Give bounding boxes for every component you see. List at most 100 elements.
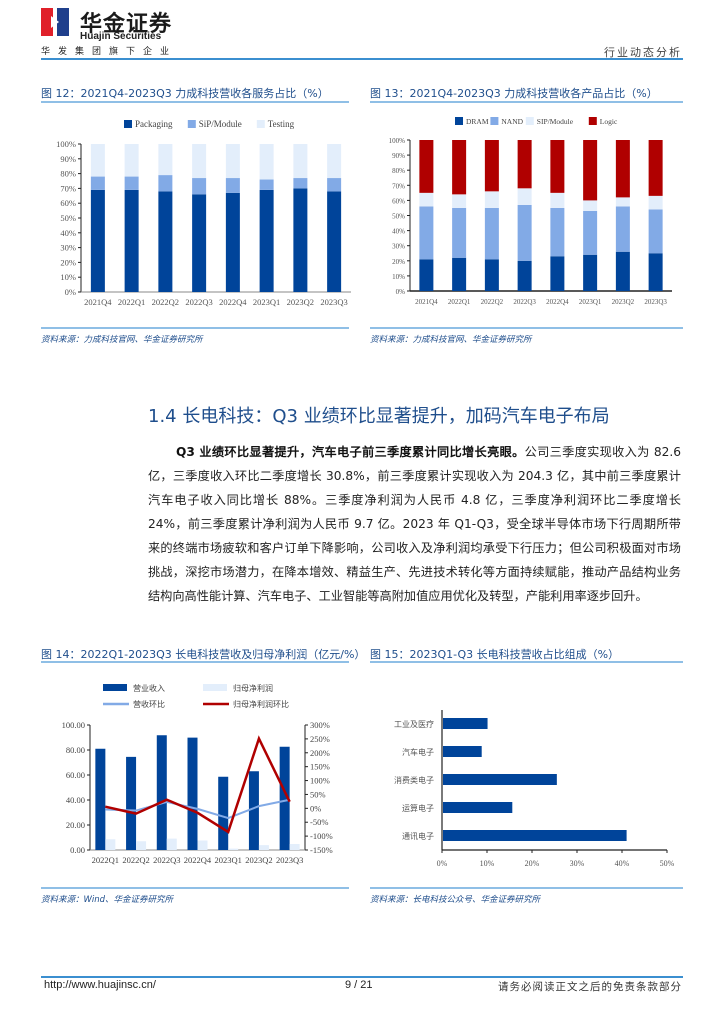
bar-segment xyxy=(259,144,274,180)
y-tick-label: 90% xyxy=(60,154,76,164)
y-right-tick-label: 50% xyxy=(310,789,326,799)
revenue-bar xyxy=(156,735,167,850)
x-tick-label: 20% xyxy=(525,859,540,868)
x-tick-label: 0% xyxy=(437,859,448,868)
page-number: 9 / 21 xyxy=(345,979,373,991)
revenue-bar xyxy=(218,776,229,850)
x-tick-label: 2022Q3 xyxy=(513,298,536,306)
growth-line xyxy=(105,735,291,834)
legend-swatch xyxy=(203,684,227,691)
net-profit-bar xyxy=(166,838,177,850)
y-tick-label: 20% xyxy=(392,258,405,266)
y-tick-label: 100% xyxy=(389,137,406,145)
segment-bar xyxy=(443,746,482,757)
bar-segment xyxy=(583,210,598,255)
y-right-tick-label: -150% xyxy=(310,845,333,855)
net-profit-bar xyxy=(197,840,208,850)
bar-segment xyxy=(90,144,105,177)
net-profit-bar xyxy=(228,848,239,850)
x-tick-label: 2022Q3 xyxy=(185,297,212,307)
x-tick-label: 30% xyxy=(570,859,585,868)
fig12-title: 图 12：2021Q4-2023Q3 力成科技营收各服务占比（%） xyxy=(41,87,329,100)
fig14-title-underline xyxy=(41,661,349,663)
paragraph-lead: Q3 业绩环比显著提升，汽车电子前三季度累计同比增长亮眼。 xyxy=(176,445,525,459)
bar-segment xyxy=(648,209,663,254)
y-left-tick-label: 80.00 xyxy=(66,745,85,755)
logo-subtitle: 华发集团旗下企业 xyxy=(41,47,178,57)
x-tick-label: 2021Q4 xyxy=(84,297,112,307)
x-tick-label: 2023Q1 xyxy=(253,297,280,307)
bar-segment xyxy=(452,194,467,208)
y-right-tick-label: 100% xyxy=(310,776,330,786)
bar-segment xyxy=(192,178,207,195)
bar-segment xyxy=(327,191,342,292)
x-tick-label: 2023Q3 xyxy=(320,297,347,307)
legend-label: DRAM xyxy=(466,117,489,126)
x-tick-label: 2023Q3 xyxy=(644,298,667,306)
bar-segment xyxy=(517,188,532,205)
bar-segment xyxy=(517,260,532,291)
fig12-title-underline xyxy=(41,101,349,103)
bar-segment xyxy=(484,259,499,291)
legend-swatch xyxy=(455,117,463,125)
legend-label: 营业收入 xyxy=(133,683,165,693)
segment-bar xyxy=(443,830,627,841)
x-tick-label: 2022Q1 xyxy=(92,855,119,865)
x-tick-label: 2023Q1 xyxy=(579,298,602,306)
revenue-bar xyxy=(126,756,137,850)
fig15-source: 资料来源：长电科技公众号、华金证券研究所 xyxy=(370,895,541,905)
y-left-tick-label: 0.00 xyxy=(70,845,85,855)
bar-segment xyxy=(293,144,308,179)
legend-swatch xyxy=(187,120,196,128)
legend-label: 归母净利润环比 xyxy=(233,699,289,709)
section-paragraph: Q3 业绩环比显著提升，汽车电子前三季度累计同比增长亮眼。公司三季度实现收入为 … xyxy=(148,440,681,608)
bar-segment xyxy=(583,254,598,291)
legend-swatch xyxy=(256,120,265,128)
y-right-tick-label: 200% xyxy=(310,748,330,758)
footer-website-link[interactable]: http://www.huajinsc.cn/ xyxy=(44,979,156,991)
revenue-bar xyxy=(95,748,106,850)
y-tick-label: 40% xyxy=(60,228,76,238)
bar-segment xyxy=(90,189,105,292)
bar-segment xyxy=(550,140,565,193)
x-tick-label: 2022Q1 xyxy=(118,297,145,307)
bar-segment xyxy=(615,140,630,198)
legend-label: Testing xyxy=(268,119,295,129)
fig13-title-underline xyxy=(370,101,683,103)
y-tick-label: 80% xyxy=(392,167,405,175)
x-tick-label: 2023Q2 xyxy=(245,855,272,865)
bar-segment xyxy=(124,176,139,190)
bar-segment xyxy=(550,207,565,257)
y-right-tick-label: 300% xyxy=(310,720,330,730)
bar-segment xyxy=(583,140,598,201)
y-left-tick-label: 100.00 xyxy=(62,720,85,730)
x-tick-label: 40% xyxy=(615,859,630,868)
legend-swatch xyxy=(490,117,499,125)
segment-bar xyxy=(443,802,513,813)
y-left-tick-label: 40.00 xyxy=(66,795,85,805)
fig15-title-underline xyxy=(370,661,683,663)
net-profit-bar xyxy=(105,839,116,850)
bar-segment xyxy=(615,197,630,207)
bar-segment xyxy=(484,191,499,208)
net-profit-bar xyxy=(258,845,269,850)
bar-segment xyxy=(615,206,630,252)
bar-segment xyxy=(517,140,532,189)
bar-segment xyxy=(293,188,308,292)
report-type: 行业动态分析 xyxy=(604,46,682,59)
x-tick-label: 2022Q2 xyxy=(481,298,504,306)
revenue-bar xyxy=(279,746,290,850)
y-tick-label: 60% xyxy=(60,198,76,208)
category-label: 汽车电子 xyxy=(402,747,434,757)
bar-segment xyxy=(225,192,240,292)
y-tick-label: 30% xyxy=(60,243,76,253)
fig13-chart: DRAM NAND SIP/Module Logic 0% 10% 20% 30% 40% 50%… xyxy=(389,117,672,306)
bar-segment xyxy=(484,140,499,192)
segment-bar xyxy=(443,718,488,729)
category-label: 消费类电子 xyxy=(394,775,434,785)
fig12-source: 资料来源：力成科技官网、华金证券研究所 xyxy=(41,335,203,345)
bar-segment xyxy=(259,179,274,190)
y-right-tick-label: 0% xyxy=(310,803,321,813)
y-tick-label: 0% xyxy=(65,287,76,297)
bar-segment xyxy=(225,178,240,193)
